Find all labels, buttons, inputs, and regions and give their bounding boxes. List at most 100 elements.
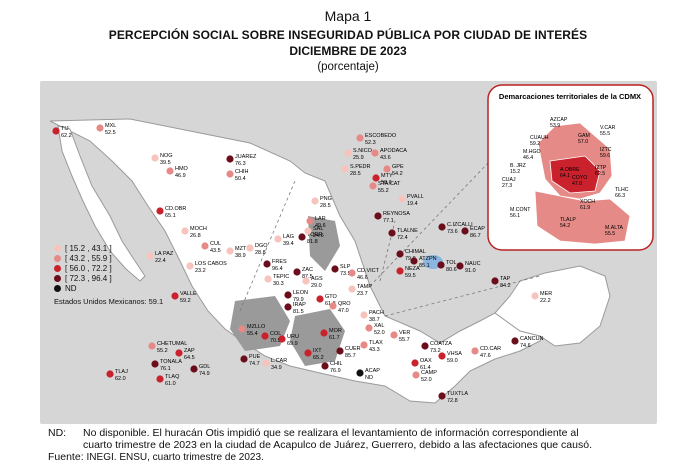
inset-area-code: TLHC	[615, 187, 629, 193]
city-code: TIJ	[61, 126, 69, 132]
city-dot	[360, 341, 368, 349]
city-value: 79.9	[405, 256, 416, 262]
inset-area-code: AZCAP	[550, 117, 568, 123]
city-dot	[274, 235, 282, 243]
city-value: 22.4	[155, 258, 166, 264]
map-number: Mapa 1	[324, 8, 372, 24]
source-text: INEGI. ENSU, cuarto trimestre de 2023.	[86, 452, 264, 463]
city-dot	[226, 170, 234, 178]
legend-label: [ 56.0 , 72.2 ]	[65, 264, 112, 273]
inset-area-value: 15.2	[510, 169, 520, 175]
city-dot	[156, 375, 164, 383]
city-code: CD.VICT	[357, 268, 380, 274]
city-code: IXT	[313, 348, 322, 354]
city-dot	[151, 360, 159, 368]
city-value: 85.1	[419, 263, 430, 269]
city-code: S.PEDR	[350, 164, 371, 170]
city-dot	[238, 325, 246, 333]
city-value: 62.0	[115, 376, 126, 382]
city-value: 61.7	[329, 335, 340, 341]
city-dot	[284, 291, 292, 299]
city-value: 55.2	[378, 188, 389, 194]
legend-item: ND	[54, 284, 163, 293]
legend-swatch	[54, 255, 61, 262]
city-dot	[106, 370, 114, 378]
city-value: 26.8	[190, 233, 201, 239]
city-dot	[491, 277, 499, 285]
city-code: HMO	[175, 166, 189, 172]
city-code: CANCUN	[520, 336, 544, 342]
inset-area-code: M.ALTA	[605, 225, 624, 231]
nd-key: ND:	[48, 427, 67, 439]
city-code: MXL	[105, 123, 116, 129]
city-value: 46.6	[357, 275, 368, 281]
city-code: URU	[287, 334, 299, 340]
city-value: 59.0	[447, 358, 458, 364]
inset-area-value: 46.4	[523, 155, 533, 161]
legend-label: ND	[65, 284, 77, 293]
city-dot	[511, 337, 519, 345]
city-code: COATZA	[430, 341, 452, 347]
city-code: JUAREZ	[235, 154, 257, 160]
city-dot	[390, 331, 398, 339]
city-code: QRO	[338, 301, 351, 307]
city-value: 62.2	[61, 133, 72, 139]
city-value: 59.2	[180, 298, 191, 304]
city-value: 52.3	[365, 140, 376, 146]
city-code: COL	[270, 331, 281, 337]
city-dot	[456, 262, 464, 270]
city-dot	[396, 267, 404, 275]
city-value: 24.6	[313, 233, 324, 239]
city-code: SLP	[340, 264, 351, 270]
city-code: VHSA	[447, 351, 462, 357]
city-dot	[261, 332, 269, 340]
city-dot	[284, 303, 292, 311]
city-code: DGO	[255, 243, 268, 249]
city-dot	[348, 269, 356, 277]
city-code: LA PAZ	[155, 251, 174, 257]
city-dot	[336, 347, 344, 355]
city-dot	[356, 134, 364, 142]
city-value: 43.5	[210, 248, 221, 254]
city-value: 39.4	[283, 241, 294, 247]
legend-label: [ 15.2 , 43.1 ]	[65, 244, 112, 253]
city-value: 43.3	[369, 347, 380, 353]
city-value: 65.2	[313, 355, 324, 361]
city-dot	[398, 195, 406, 203]
city-code: S.NICO	[353, 148, 373, 154]
city-dot	[461, 227, 469, 235]
inset-area-value: 59.2	[530, 141, 540, 147]
city-value: 46.9	[175, 173, 186, 179]
city-dot	[246, 244, 254, 252]
city-code: PNG	[320, 196, 332, 202]
cdmx-map-center	[549, 155, 601, 194]
city-value: 65.1	[165, 213, 176, 219]
city-code: TLAQ	[165, 374, 180, 380]
city-dot	[240, 355, 248, 363]
inset-area-code: GAM	[578, 133, 590, 139]
inset-area-code: XOCH	[580, 199, 595, 205]
city-code: CHIMAL	[405, 249, 426, 255]
city-dot	[438, 392, 446, 400]
legend-swatch	[54, 275, 61, 282]
inset-area-code: B. JRZ	[510, 163, 526, 169]
